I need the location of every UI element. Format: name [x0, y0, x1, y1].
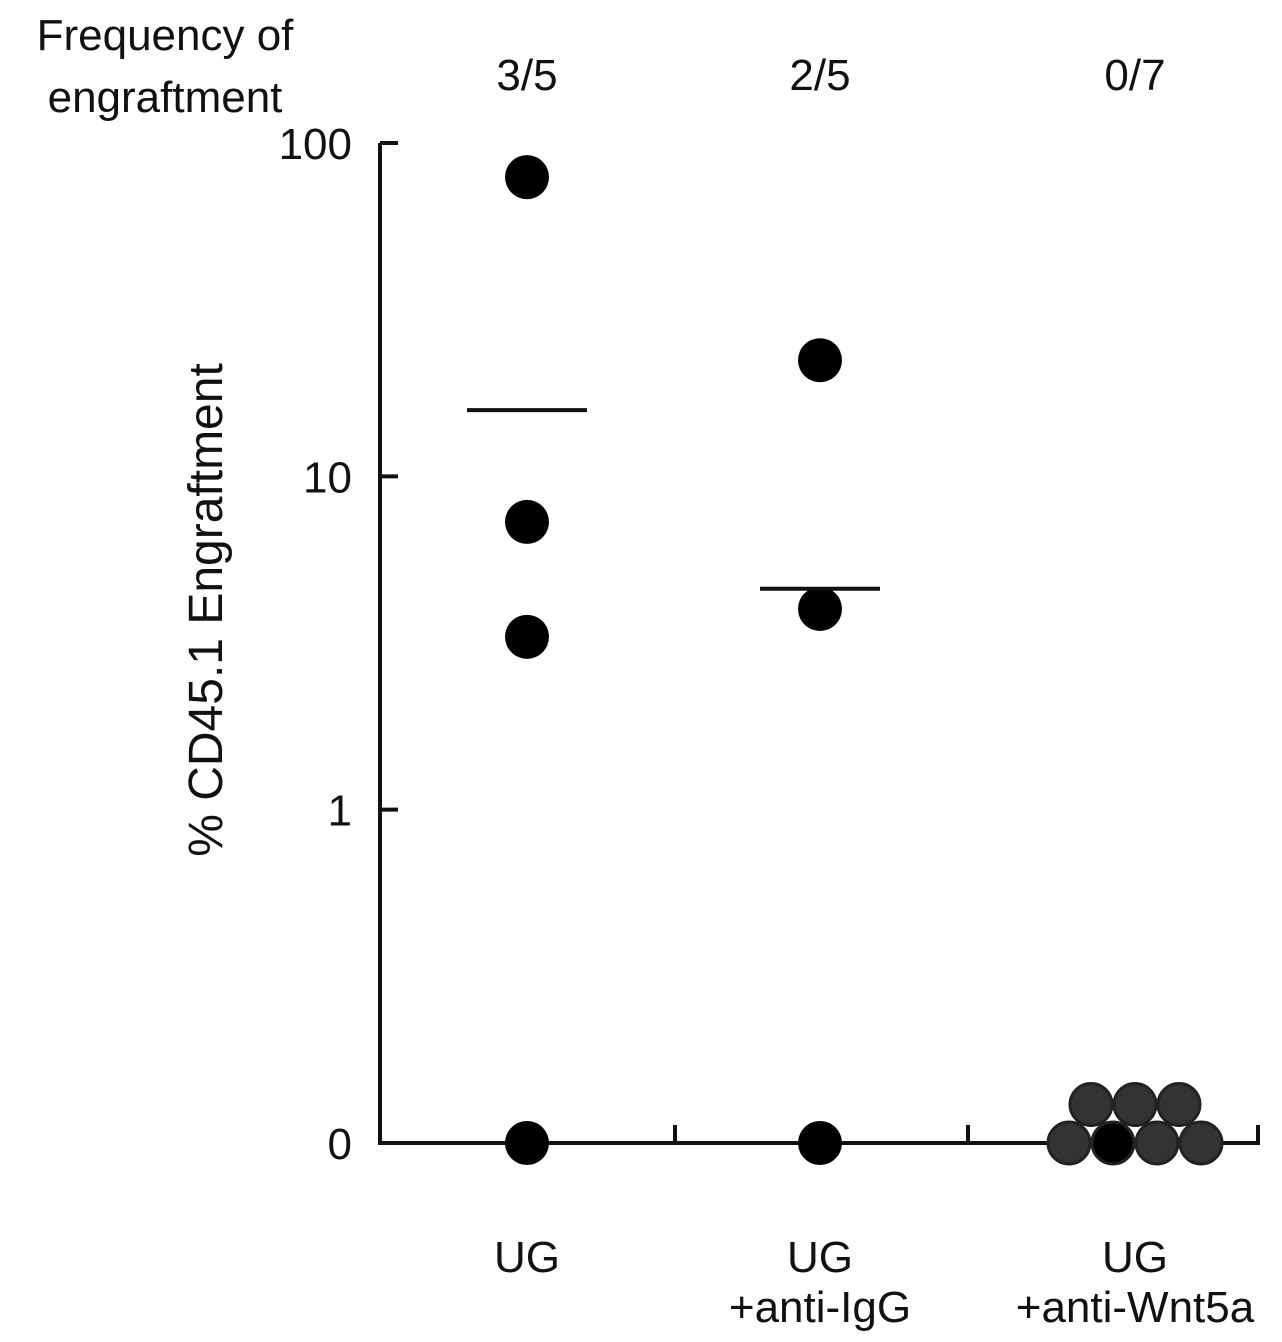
data-point	[798, 586, 842, 631]
data-point	[505, 155, 549, 200]
x-tick-label: UG	[787, 1233, 853, 1282]
data-point	[1068, 1082, 1114, 1127]
y-tick-label: 100	[279, 120, 352, 169]
frequency-label: 0/7	[1104, 51, 1165, 100]
x-tick-label: +anti-IgG	[729, 1283, 911, 1332]
data-point	[505, 1121, 549, 1165]
header-line: Frequency of	[37, 11, 295, 60]
frequency-label: 2/5	[789, 51, 850, 100]
data-point	[1112, 1082, 1158, 1127]
data-point	[505, 499, 549, 544]
data-point	[1046, 1120, 1092, 1166]
y-tick-label: 10	[303, 453, 352, 502]
data-point	[1178, 1120, 1224, 1166]
data-point	[798, 338, 842, 383]
y-axis-label: % CD45.1 Engraftment	[180, 363, 233, 857]
y-tick-label: 1	[328, 787, 352, 836]
x-tick-label: UG	[1102, 1233, 1168, 1282]
data-point	[1090, 1120, 1136, 1166]
data-point	[1156, 1082, 1202, 1127]
data-point	[505, 614, 549, 659]
y-tick-label: 0	[328, 1120, 352, 1169]
data-point	[1134, 1120, 1180, 1166]
x-tick-label: +anti-Wnt5a	[1016, 1283, 1255, 1332]
header-line: engraftment	[48, 73, 283, 122]
x-tick-label: UG	[494, 1233, 560, 1282]
data-point	[798, 1121, 842, 1165]
frequency-label: 3/5	[496, 51, 557, 100]
